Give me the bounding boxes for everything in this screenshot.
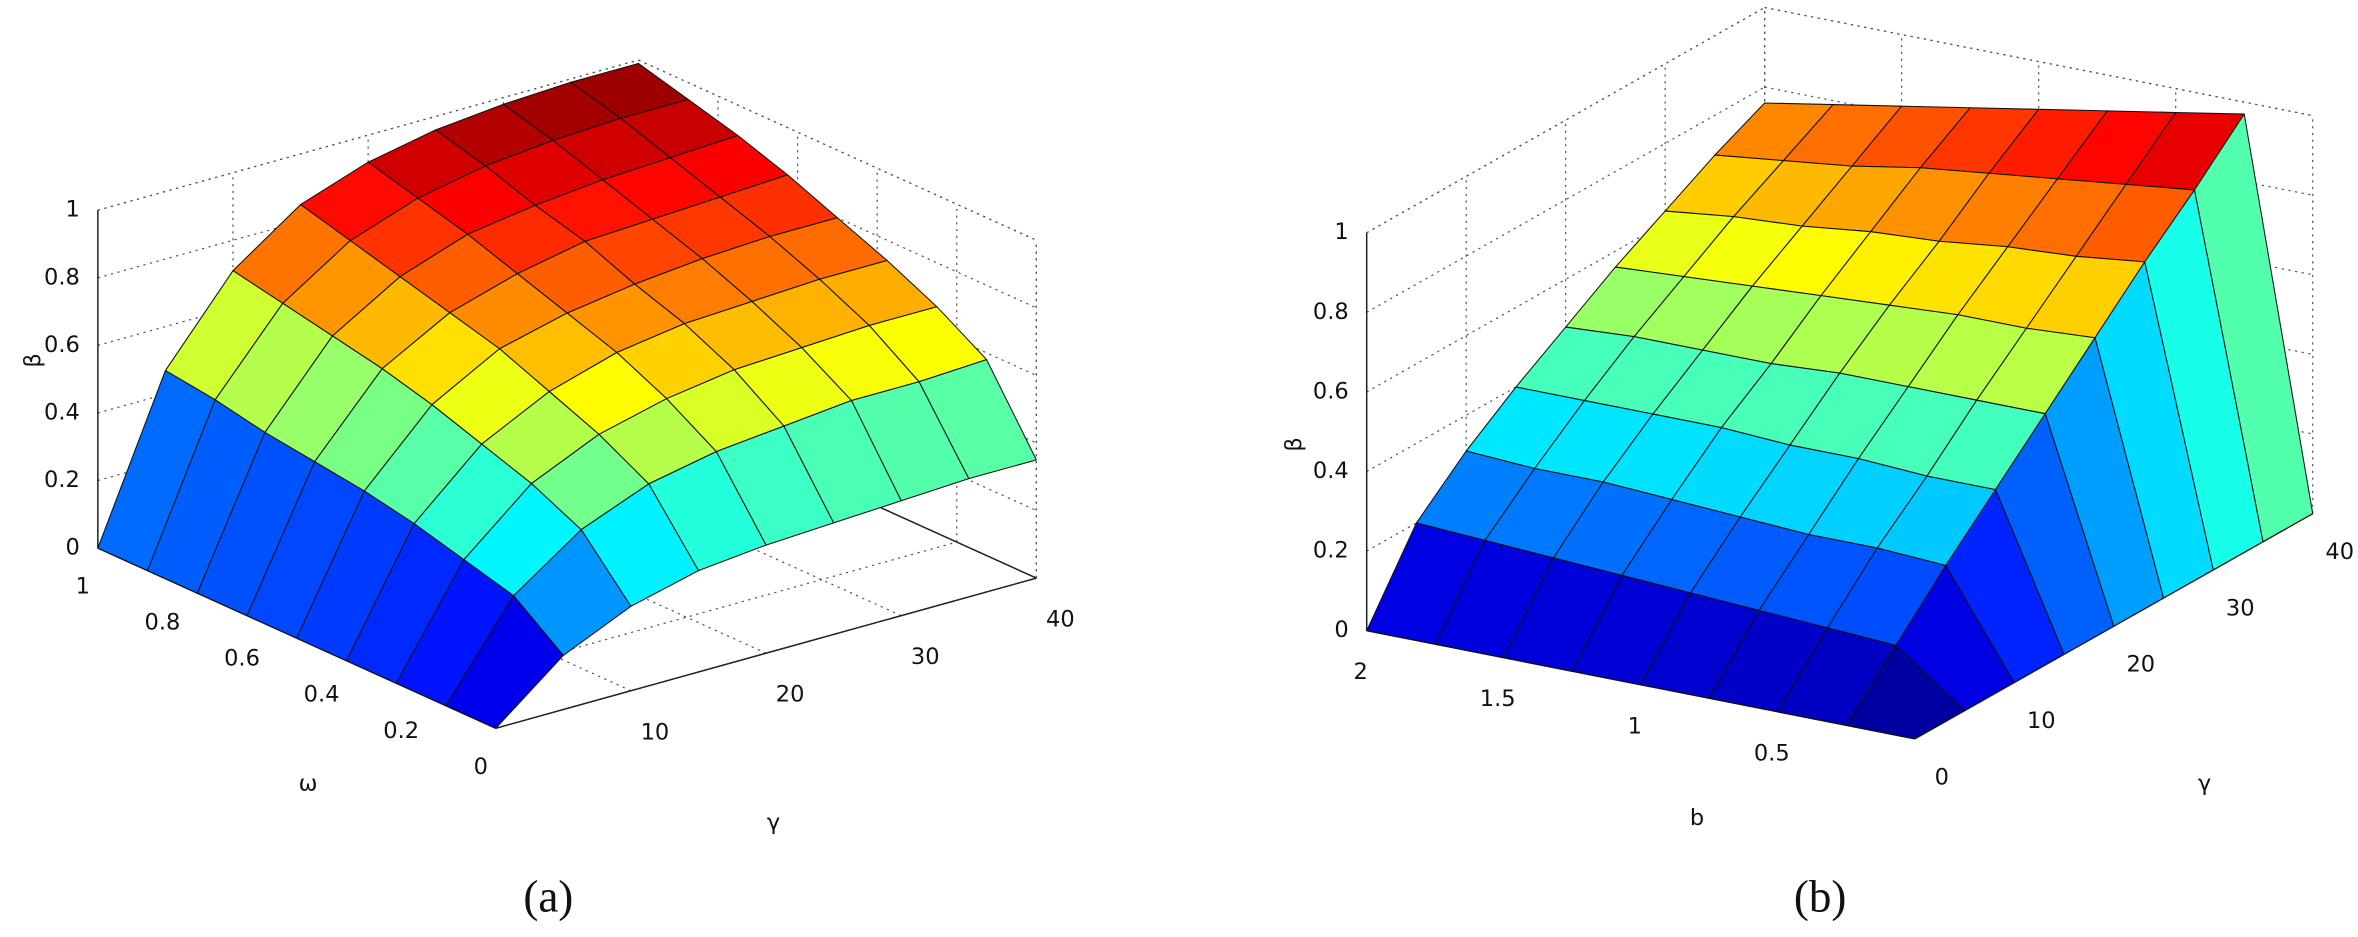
y-tick-label: 0.4 xyxy=(304,682,340,708)
z-tick-label: 0.4 xyxy=(44,399,80,425)
x-tick-label: 30 xyxy=(2226,595,2255,621)
x-tick-label: 40 xyxy=(2325,539,2354,565)
x-tick-label: 40 xyxy=(1046,607,1075,633)
x-axis-label: γ xyxy=(2198,770,2211,796)
y-tick-label: 1.5 xyxy=(1480,686,1516,712)
z-tick-label: 1 xyxy=(65,197,79,223)
grid-line xyxy=(1366,86,1765,313)
caption: (a) xyxy=(523,871,573,921)
y-tick-label: 0.2 xyxy=(383,718,419,744)
y-tick-label: 0.6 xyxy=(224,646,260,672)
x-tick-label: 0 xyxy=(1935,764,1949,790)
z-tick-label: 1 xyxy=(1334,219,1348,245)
z-tick-label: 0 xyxy=(1334,617,1348,643)
x-tick-label: 20 xyxy=(2126,652,2155,678)
caption: (b) xyxy=(1794,871,1847,921)
x-tick-label: 10 xyxy=(2027,708,2056,734)
grid-line xyxy=(97,59,639,211)
y-tick-label: 1 xyxy=(1628,713,1642,739)
grid-line xyxy=(1366,6,1765,234)
z-tick-label: 0.8 xyxy=(44,264,80,290)
z-tick-label: 0.2 xyxy=(1313,538,1349,564)
z-tick-label: 0 xyxy=(65,535,79,561)
x-tick-label: 10 xyxy=(641,719,670,745)
surface-patch xyxy=(1845,644,1966,740)
x-axis-label: γ xyxy=(767,809,780,835)
z-tick-label: 0.6 xyxy=(1313,378,1349,404)
grid-line xyxy=(638,59,1037,241)
y-tick-label: 1 xyxy=(76,574,90,600)
z-tick-label: 0.8 xyxy=(1313,299,1349,325)
y-tick-label: 2 xyxy=(1354,659,1368,685)
grid-line xyxy=(1366,166,1765,393)
grid-line xyxy=(416,541,957,693)
z-tick-label: 0.2 xyxy=(44,467,80,493)
x-tick-label: 30 xyxy=(911,644,940,670)
y-tick-label: 0 xyxy=(474,754,488,780)
z-tick-label: 0.6 xyxy=(44,332,80,358)
x-axis xyxy=(495,577,1037,730)
surface-patch xyxy=(445,595,564,729)
x-tick-label: 20 xyxy=(776,682,805,708)
grid-line xyxy=(1366,245,1765,473)
y-tick-label: 0.5 xyxy=(1754,740,1790,766)
z-axis-label: β xyxy=(20,353,46,367)
y-tick-label: 0.8 xyxy=(145,610,181,636)
y-axis-label: ω xyxy=(299,770,318,796)
y-axis-label: b xyxy=(1690,805,1704,831)
z-tick-label: 0.4 xyxy=(1313,458,1349,484)
z-axis-label: β xyxy=(1281,437,1307,451)
